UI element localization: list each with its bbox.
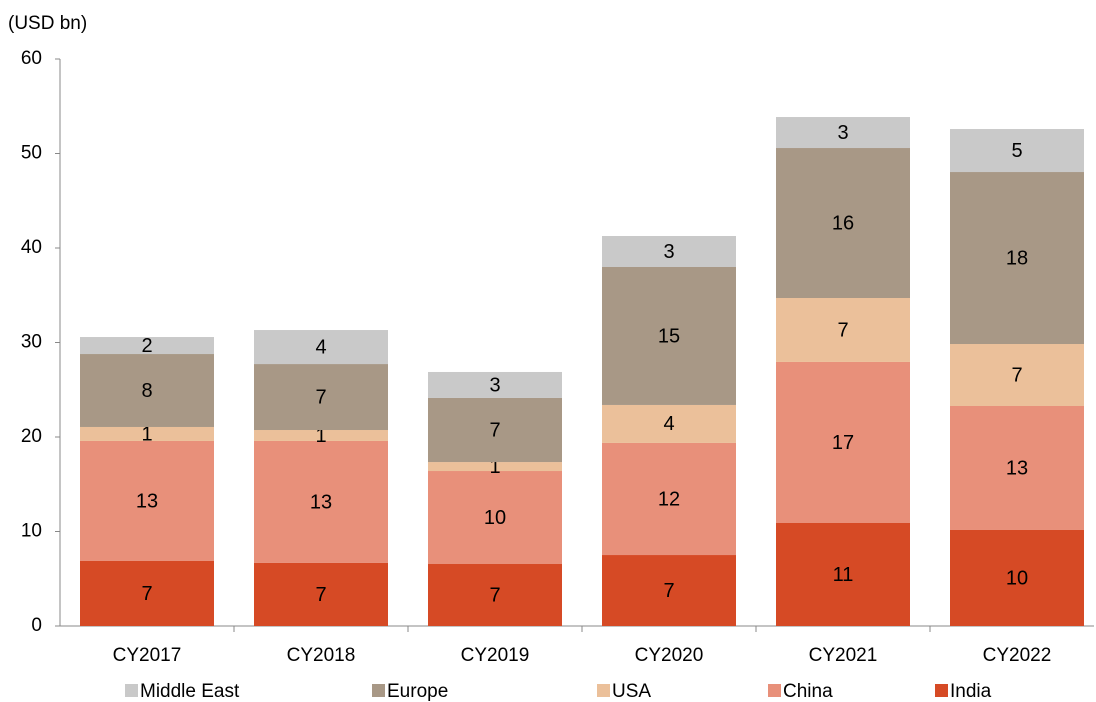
bar-segment (80, 440, 214, 561)
bar-segment (254, 330, 388, 365)
data-label: 10 (1006, 567, 1028, 589)
bar-segment (950, 344, 1084, 407)
bar-segment (602, 404, 736, 443)
bar-segment (254, 562, 388, 626)
y-tick-label: 20 (21, 426, 42, 447)
y-tick-label: 30 (21, 332, 42, 353)
bar-segment (776, 297, 910, 362)
legend-swatch (597, 684, 610, 697)
bar-segment (428, 462, 562, 472)
bar-segment (776, 117, 910, 149)
legend-label: India (950, 681, 992, 702)
legend-label: China (783, 681, 833, 702)
data-label: 7 (489, 419, 500, 441)
bar-segment (950, 129, 1084, 173)
data-label: 7 (315, 584, 326, 606)
data-label: 7 (837, 319, 848, 341)
data-label: 12 (658, 488, 680, 510)
data-label: 8 (141, 380, 152, 402)
x-tick-label: CY2019 (461, 645, 530, 666)
legend-label: USA (612, 681, 651, 702)
legend-swatch (125, 684, 138, 697)
y-tick-label: 40 (21, 237, 42, 258)
bar-segment (602, 442, 736, 556)
bar-segment (602, 555, 736, 626)
bar-segment (80, 354, 214, 427)
data-label: 15 (658, 325, 680, 347)
data-label: 13 (310, 491, 332, 513)
bar-segment (776, 361, 910, 523)
data-label: 1 (489, 456, 500, 478)
legend-label: Europe (387, 681, 448, 702)
bar-segment (428, 371, 562, 398)
bar-segment (80, 560, 214, 626)
data-label: 2 (141, 335, 152, 357)
data-label: 1 (315, 425, 326, 447)
data-label: 11 (833, 564, 854, 586)
data-label: 7 (141, 583, 152, 605)
bar-segment (254, 430, 388, 441)
bar-segment (776, 148, 910, 298)
data-label: 18 (1006, 247, 1028, 269)
bar-segment (80, 426, 214, 441)
x-tick-label: CY2018 (287, 645, 356, 666)
data-label: 16 (832, 212, 854, 234)
y-axis-label: (USD bn) (8, 13, 87, 34)
x-tick-label: CY2020 (635, 645, 704, 666)
bar-segment (254, 440, 388, 563)
bar-segment (602, 235, 736, 267)
bar-segment (428, 564, 562, 626)
legend-swatch (935, 684, 948, 697)
bar-segment (950, 406, 1084, 530)
bar-segment (254, 364, 388, 431)
y-tick-label: 60 (21, 48, 42, 69)
bar-segment (428, 397, 562, 463)
data-label: 7 (663, 580, 674, 602)
data-label: 4 (315, 336, 326, 358)
data-label: 13 (136, 490, 158, 512)
data-label: 4 (663, 413, 674, 435)
x-tick-label: CY2022 (983, 645, 1052, 666)
bar-segment (428, 471, 562, 565)
data-label: 17 (832, 432, 854, 454)
data-label: 10 (484, 507, 506, 529)
y-tick-label: 50 (21, 143, 42, 164)
y-tick-label: 0 (31, 615, 42, 636)
legend-swatch (768, 684, 781, 697)
legend-label: Middle East (140, 681, 240, 702)
data-label: 3 (489, 374, 500, 396)
legend-swatch (372, 684, 385, 697)
bar-segment (776, 522, 910, 626)
data-label: 7 (1011, 364, 1022, 386)
bar-segment (950, 529, 1084, 626)
data-label: 7 (489, 584, 500, 606)
data-label: 5 (1011, 140, 1022, 162)
data-label: 1 (141, 423, 152, 445)
data-label: 7 (315, 386, 326, 408)
y-tick-label: 10 (21, 521, 42, 542)
data-label: 13 (1006, 457, 1028, 479)
x-tick-label: CY2021 (809, 645, 878, 666)
x-tick-label: CY2017 (113, 645, 182, 666)
bar-segment (80, 337, 214, 355)
bar-segment (602, 266, 736, 405)
data-label: 3 (837, 122, 848, 144)
data-label: 3 (663, 241, 674, 263)
bar-segment (950, 172, 1084, 345)
